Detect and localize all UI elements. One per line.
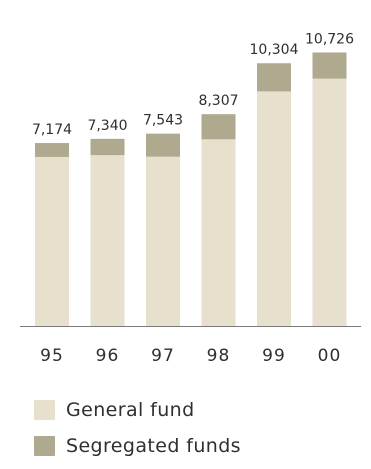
bar-general-fund-97 (146, 156, 180, 326)
x-tick-label-00: 00 (318, 346, 342, 366)
legend-item-general-fund: General fund (34, 397, 324, 423)
bar-general-fund-00 (312, 78, 347, 327)
legend-label-general-fund: General fund (66, 399, 195, 421)
legend-swatch-segregated-funds (34, 436, 55, 456)
bar-segregated-funds-98 (201, 114, 236, 140)
value-labels-layer: 7,174 7,340 7,543 8,307 10,304 10,726 (32, 31, 354, 138)
x-tick-label-97: 97 (151, 346, 175, 366)
legend-item-segregated-funds: Segregated funds (34, 433, 324, 459)
legend-swatch-general-fund (34, 400, 55, 420)
bar-general-fund-96 (90, 155, 125, 326)
value-label-95: 7,174 (32, 122, 72, 138)
bars-layer (35, 52, 347, 327)
bar-general-fund-95 (35, 156, 69, 326)
bar-general-fund-99 (257, 91, 291, 327)
legend: General fund Segregated funds (34, 397, 324, 469)
value-label-97: 7,543 (143, 113, 183, 129)
value-label-96: 7,340 (87, 118, 127, 134)
value-label-00: 10,726 (305, 31, 354, 47)
legend-label-segregated-funds: Segregated funds (66, 435, 241, 457)
bar-segregated-funds-99 (257, 63, 291, 92)
value-label-98: 8,307 (198, 93, 238, 109)
x-tick-label-98: 98 (207, 346, 231, 366)
bar-general-fund-98 (201, 139, 236, 326)
bar-segregated-funds-95 (35, 143, 69, 157)
x-tick-label-99: 99 (262, 346, 286, 366)
x-tick-label-96: 96 (96, 346, 120, 366)
value-label-99: 10,304 (250, 42, 299, 58)
x-tick-label-95: 95 (40, 346, 64, 366)
bar-segregated-funds-00 (312, 52, 347, 79)
x-tick-labels-layer: 95 96 97 98 99 00 (40, 346, 342, 366)
bar-segregated-funds-96 (90, 138, 125, 156)
bar-segregated-funds-97 (146, 133, 180, 157)
